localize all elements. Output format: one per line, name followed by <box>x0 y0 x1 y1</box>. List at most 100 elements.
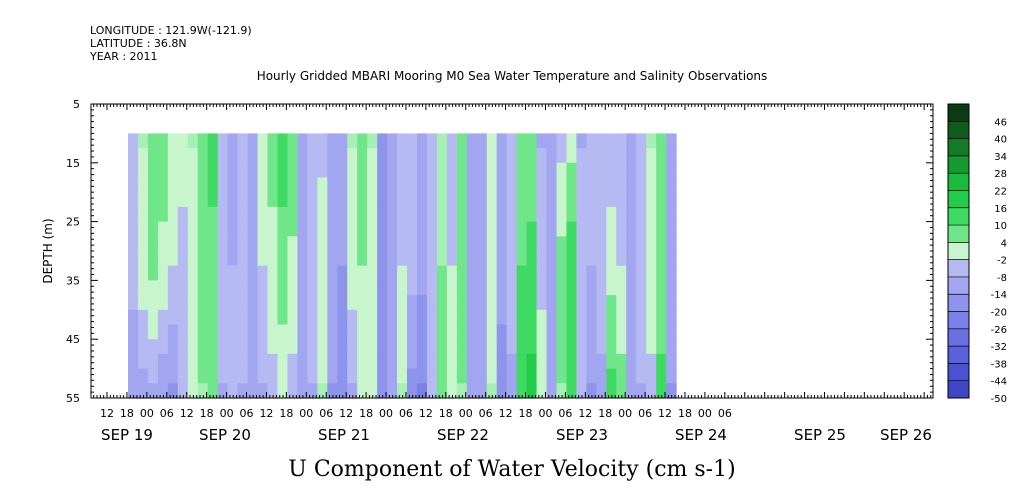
heatmap-cell <box>247 368 259 384</box>
heatmap-cell <box>207 383 219 399</box>
heatmap-cell <box>387 368 398 384</box>
heatmap-column <box>227 133 239 399</box>
heatmap-cell <box>237 221 249 237</box>
heatmap-cell <box>407 280 418 296</box>
heatmap-cell <box>546 295 558 311</box>
x-hour-tick-label: 12 <box>578 407 592 420</box>
heatmap-cell <box>446 353 458 370</box>
heatmap-cell <box>436 353 448 370</box>
heatmap-cell <box>197 251 209 267</box>
heatmap-cell <box>307 236 318 252</box>
heatmap-cell <box>167 236 179 252</box>
heatmap-cell <box>646 162 657 179</box>
colorbar-swatch <box>948 216 969 226</box>
heatmap-cell <box>496 265 508 281</box>
heatmap-cell <box>277 383 289 399</box>
heatmap-cell <box>616 309 627 326</box>
heatmap-cell <box>257 295 269 311</box>
heatmap-cell <box>476 295 488 311</box>
heatmap-cell <box>327 236 338 252</box>
heatmap-cell <box>337 339 348 355</box>
heatmap-cell <box>626 339 637 355</box>
heatmap-cell <box>237 162 249 179</box>
colorbar-swatch <box>948 259 969 269</box>
heatmap-column <box>367 133 378 399</box>
heatmap-cell <box>177 309 189 326</box>
heatmap-cell <box>416 236 428 252</box>
heatmap-cell <box>626 251 637 267</box>
heatmap-cell <box>128 221 139 237</box>
heatmap-cell <box>426 324 438 340</box>
heatmap-cell <box>456 192 468 208</box>
heatmap-cell <box>287 265 298 281</box>
colorbar-swatch <box>948 207 969 217</box>
heatmap-cell <box>147 236 159 252</box>
heatmap-cell <box>407 339 418 355</box>
heatmap-cell <box>257 162 269 179</box>
heatmap-cell <box>197 265 209 281</box>
heatmap-cell <box>277 295 289 311</box>
heatmap-cell <box>187 339 199 355</box>
heatmap-cell <box>586 280 597 296</box>
x-hour-tick-label: 12 <box>658 407 672 420</box>
heatmap-cell <box>128 177 139 193</box>
heatmap-cell <box>237 353 249 370</box>
heatmap-cell <box>237 295 249 311</box>
heatmap-cell <box>606 368 617 384</box>
colorbar-swatch <box>948 138 969 148</box>
heatmap-cell <box>377 236 388 252</box>
heatmap-cell <box>227 368 239 384</box>
heatmap-cell <box>576 383 587 399</box>
heatmap-cell <box>416 339 428 355</box>
heatmap-cell <box>307 295 318 311</box>
heatmap-cell <box>367 162 378 179</box>
heatmap-cell <box>556 324 568 340</box>
heatmap-cell <box>566 162 578 179</box>
heatmap-cell <box>556 280 568 296</box>
heatmap-cell <box>177 206 189 223</box>
heatmap-cell <box>387 148 398 164</box>
heatmap-cell <box>317 162 328 179</box>
heatmap-cell <box>297 368 308 384</box>
heatmap-cell <box>337 324 348 340</box>
heatmap-cell <box>486 295 498 311</box>
heatmap-cell <box>197 221 209 237</box>
heatmap-cell <box>646 133 657 149</box>
heatmap-cell <box>656 309 667 326</box>
heatmap-cell <box>556 177 568 193</box>
heatmap-cell <box>207 265 219 281</box>
heatmap-cell <box>566 324 578 340</box>
heatmap-cell <box>187 280 199 296</box>
heatmap-cell <box>207 353 219 370</box>
heatmap-column <box>137 133 149 399</box>
heatmap-cell <box>576 206 587 223</box>
heatmap-cell <box>217 236 229 252</box>
heatmap-cell <box>476 251 488 267</box>
heatmap-cell <box>297 383 308 399</box>
heatmap-cell <box>157 309 169 326</box>
heatmap-cell <box>566 353 578 370</box>
heatmap-cell <box>626 192 637 208</box>
colorbar-swatch <box>948 225 969 235</box>
heatmap-cell <box>237 339 249 355</box>
heatmap-cell <box>367 177 378 193</box>
heatmap-cell <box>327 353 338 370</box>
heatmap-cell <box>586 148 597 164</box>
heatmap-cell <box>666 368 677 384</box>
heatmap-cell <box>556 309 568 326</box>
heatmap-cell <box>536 280 548 296</box>
heatmap-cell <box>387 339 398 355</box>
heatmap-cell <box>177 221 189 237</box>
y-tick-label: 55 <box>66 392 80 405</box>
heatmap-cell <box>466 353 478 370</box>
heatmap-cell <box>377 324 388 340</box>
heatmap-cell <box>237 206 249 223</box>
heatmap-cell <box>267 251 279 267</box>
heatmap-cell <box>666 236 677 252</box>
heatmap-cell <box>367 265 378 281</box>
heatmap-cell <box>407 309 418 326</box>
heatmap-column <box>377 133 388 399</box>
heatmap-cell <box>586 265 597 281</box>
heatmap-cell <box>586 162 597 179</box>
